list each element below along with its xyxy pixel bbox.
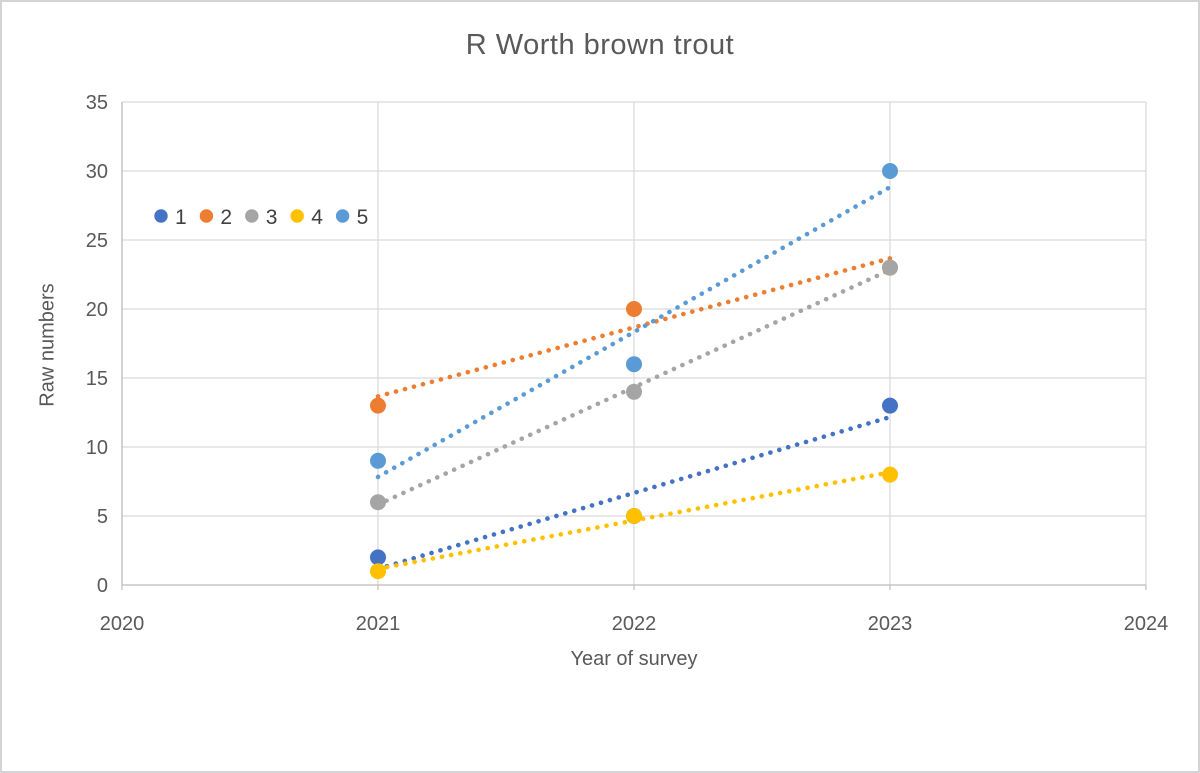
trendline-series-1 <box>375 414 893 572</box>
y-axis-title: Raw numbers <box>36 283 59 407</box>
legend-label: 5 <box>357 206 369 229</box>
legend-marker-icon <box>245 209 259 223</box>
marker-series-4 <box>882 466 898 483</box>
legend-marker-icon <box>290 209 304 223</box>
x-tick-label: 2020 <box>100 613 145 635</box>
marker-series-4 <box>626 508 642 524</box>
legend-label: 2 <box>220 206 232 229</box>
y-tick-label: 15 <box>86 368 108 390</box>
marker-series-4 <box>370 563 386 580</box>
x-tick-label: 2022 <box>612 613 657 635</box>
y-tick-label: 5 <box>97 506 108 528</box>
legend-label: 3 <box>266 206 278 229</box>
marker-series-3 <box>626 383 642 400</box>
y-tick-label: 20 <box>86 299 108 321</box>
marker-series-5 <box>370 452 386 469</box>
legend: 1 2 3 4 5 <box>154 206 368 229</box>
marker-series-3 <box>882 259 898 276</box>
axes <box>121 102 1147 590</box>
marker-series-2 <box>370 397 386 414</box>
legend-item-4: 4 <box>290 206 323 229</box>
y-tick-label: 0 <box>97 575 108 597</box>
x-tick-label: 2024 <box>1124 613 1169 635</box>
data-markers <box>370 163 898 580</box>
legend-item-1: 1 <box>154 206 187 229</box>
marker-series-1 <box>882 397 898 414</box>
chart-title: R Worth brown trout <box>465 29 735 61</box>
legend-item-2: 2 <box>199 206 232 229</box>
y-tick-label: 25 <box>86 230 108 252</box>
marker-series-2 <box>626 301 642 317</box>
x-tick-label: 2021 <box>356 613 401 635</box>
marker-series-5 <box>626 356 642 373</box>
legend-item-5: 5 <box>335 206 369 229</box>
marker-series-5 <box>882 163 898 179</box>
marker-series-1 <box>370 549 386 566</box>
legend-marker-icon <box>199 209 214 223</box>
legend-label: 1 <box>175 206 187 229</box>
y-tick-label: 30 <box>86 161 108 183</box>
legend-label: 4 <box>311 206 323 229</box>
legend-marker-icon <box>154 209 168 223</box>
y-tick-label: 10 <box>86 437 108 459</box>
trendline-series-3 <box>375 267 893 507</box>
x-axis-title: Year of survey <box>570 648 698 670</box>
legend-item-3: 3 <box>245 206 277 229</box>
legend-marker-icon <box>335 209 350 223</box>
x-tick-label: 2023 <box>868 613 913 635</box>
marker-series-3 <box>370 494 386 511</box>
y-tick-label: 35 <box>86 92 108 114</box>
